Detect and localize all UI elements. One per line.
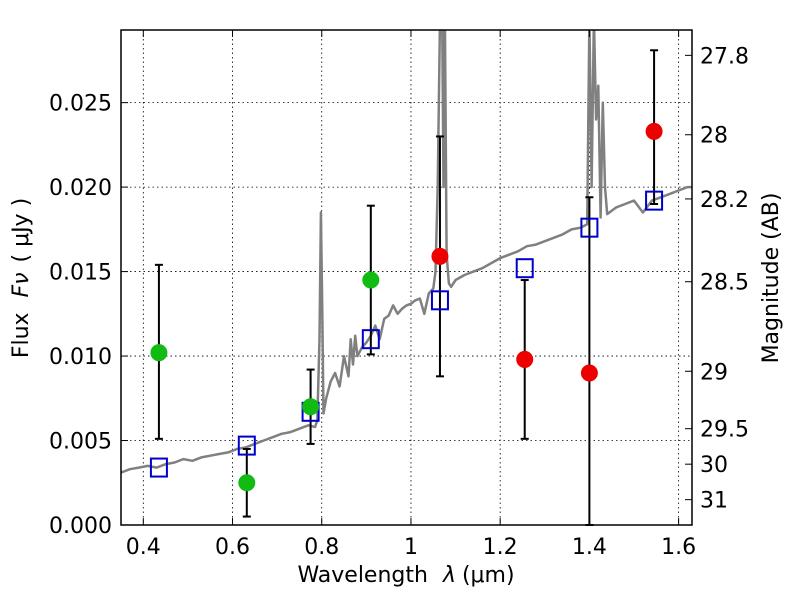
y2-tick-label: 27.8	[700, 44, 749, 69]
model-spectrum	[121, 30, 692, 474]
y-tick-label: 0.020	[49, 176, 112, 201]
x-tick-label: 1.6	[661, 535, 696, 560]
red-flux-point	[580, 364, 598, 382]
grid	[121, 30, 692, 525]
x-tick-label: 1.2	[483, 535, 518, 560]
y-tick-label: 0.015	[49, 261, 112, 286]
y2-axis-title: Magnitude (AB)	[759, 193, 784, 364]
model-photometry-square	[237, 435, 256, 456]
detection-point	[150, 344, 168, 362]
red-flux-point	[645, 122, 663, 140]
x-tick-label: 1	[404, 535, 418, 560]
y-tick-label: 0.010	[49, 345, 112, 370]
axis-ticks: 0.4 0.6 0.8 1 1.2 1.4 1.6 0.000 0.005 0.010 0.015 0…	[49, 30, 749, 560]
x-tick-label: 0.8	[304, 535, 339, 560]
model-photometry-square	[361, 329, 380, 350]
x-tick-label: 0.6	[215, 535, 250, 560]
y2-tick-label: 28	[700, 124, 728, 149]
model-photometry-square	[515, 258, 534, 279]
detection-point	[362, 271, 380, 289]
y2-tick-label: 31	[700, 489, 728, 514]
y-tick-label: 0.005	[49, 430, 112, 455]
model-photometry-square	[580, 217, 599, 238]
x-axis-title: Wavelength λ (μm)	[297, 563, 514, 588]
x-tick-label: 0.4	[126, 535, 161, 560]
y2-tick-label: 30	[700, 453, 728, 478]
detection-point	[238, 474, 256, 492]
y-tick-label: 0.025	[49, 92, 112, 117]
x-tick-label: 1.4	[572, 535, 607, 560]
data-points	[149, 122, 664, 492]
detection-point	[302, 398, 320, 416]
model-photometry-square	[645, 190, 664, 211]
red-flux-point	[431, 247, 449, 265]
y-tick-label: 0.000	[49, 514, 112, 539]
y2-tick-label: 29	[700, 360, 728, 385]
plot-frame	[120, 29, 693, 526]
model-photometry-square	[149, 457, 168, 478]
error-bars	[154, 49, 659, 526]
model-photometry-square	[430, 290, 449, 311]
spectrum-line	[121, 30, 692, 474]
y-axis-title: Flux Fν( μJy )	[9, 198, 34, 358]
y2-tick-label: 28.5	[700, 271, 749, 296]
y2-tick-label: 29.5	[700, 418, 749, 443]
y2-tick-label: 28.2	[700, 188, 749, 213]
red-flux-point	[516, 350, 534, 368]
